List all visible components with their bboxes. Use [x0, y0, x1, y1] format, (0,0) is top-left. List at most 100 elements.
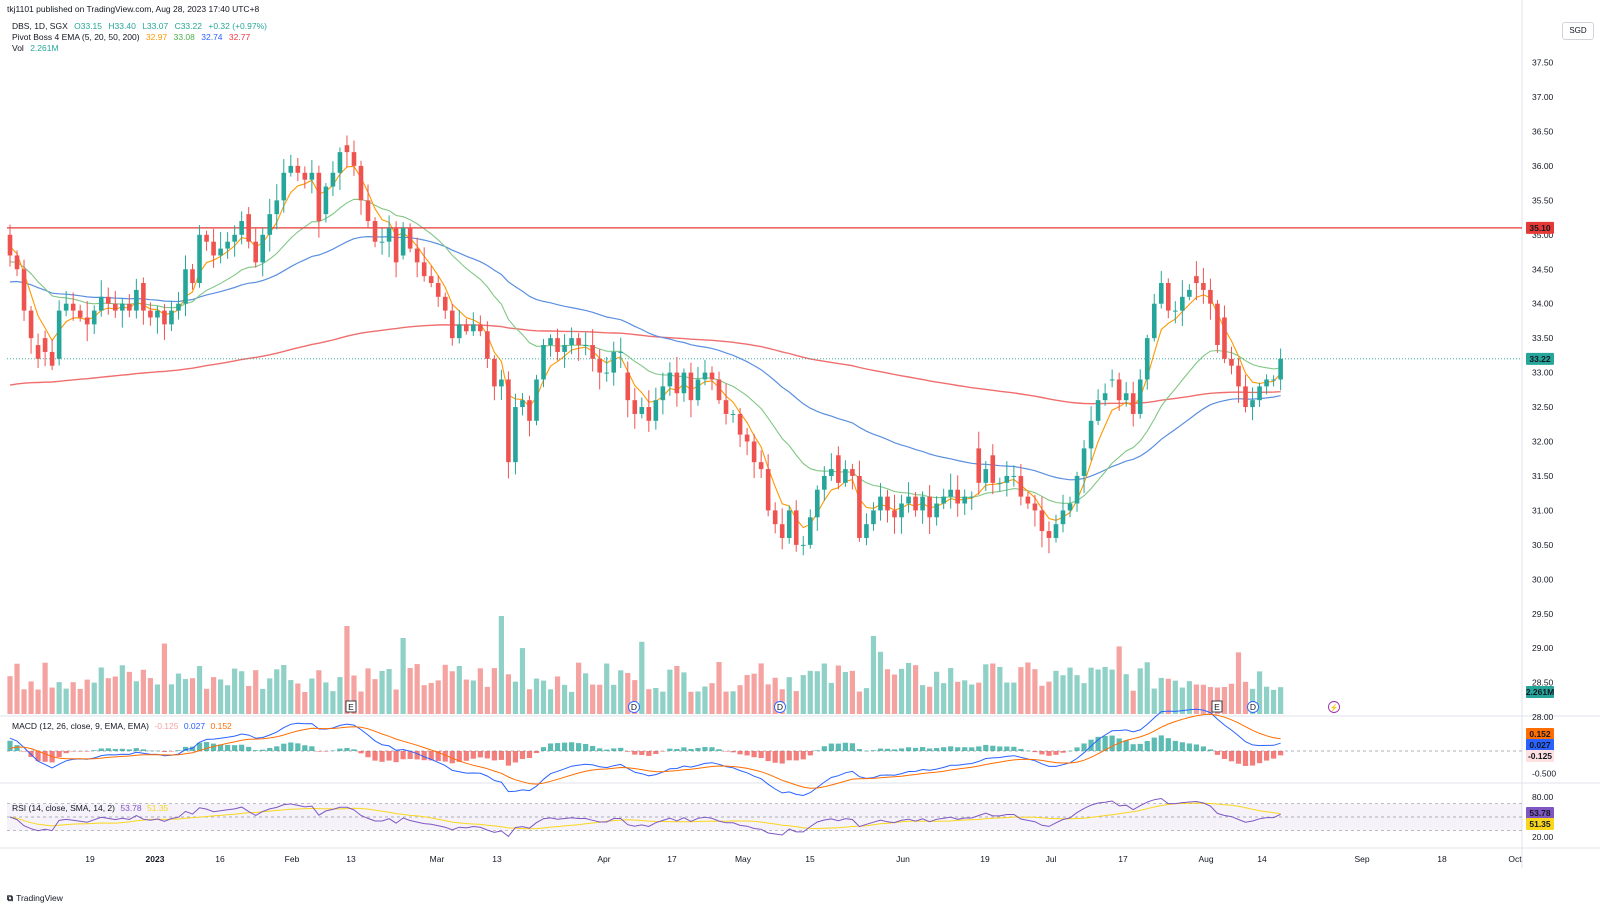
time-axis[interactable]: 19 2023 16 Feb 13 Mar 13 Apr 17 May 15 Jun 19 Jul 17 Au…: [85, 854, 1522, 864]
candle: [393, 221, 399, 278]
price-tick-label: 31.00: [1532, 505, 1554, 515]
macd-histogram-bar: [112, 748, 118, 751]
volume-bar: [470, 680, 476, 714]
macd-legend[interactable]: MACD (12, 26, close, 9, EMA, EMA) -0.125…: [12, 721, 235, 731]
candle-body: [274, 200, 280, 215]
candle: [934, 496, 939, 526]
time-tick-label: May: [735, 854, 752, 864]
candle: [941, 488, 946, 510]
volume-legend[interactable]: Vol 2.261M: [12, 43, 63, 54]
candle-body: [1194, 276, 1199, 284]
ema50-line: [9, 235, 1281, 481]
earnings-icon: [345, 700, 357, 713]
macd-histogram-bar: [253, 750, 259, 751]
candle-body: [323, 186, 329, 215]
volume-bar: [828, 682, 834, 714]
volume-bar: [723, 691, 729, 714]
candle: [555, 328, 560, 361]
candle: [1250, 387, 1255, 421]
volume-bar: [576, 662, 582, 714]
time-tick-label: Jun: [896, 854, 910, 864]
candle-body: [281, 172, 287, 201]
candle-body: [829, 469, 834, 476]
macd-histogram-bar: [807, 751, 813, 756]
macd-histogram-bar: [983, 744, 989, 751]
candle: [372, 217, 378, 248]
candle: [751, 433, 757, 479]
candle: [618, 337, 624, 368]
ema-label[interactable]: Pivot Boss 4 EMA (5, 20, 50, 200): [12, 32, 140, 42]
tradingview-brand[interactable]: ⧉ TradingView: [7, 893, 63, 904]
volume-bar: [288, 680, 294, 714]
dividend-marker: D: [774, 701, 786, 713]
symbol-legend[interactable]: DBS, 1D, SGX O33.15 H33.40 L33.07 C33.22…: [12, 21, 271, 32]
volume-bar: [800, 675, 806, 714]
macd-label[interactable]: MACD (12, 26, close, 9, EMA, EMA): [12, 721, 149, 731]
candle: [1194, 261, 1199, 301]
candle: [864, 513, 869, 546]
candle: [1144, 334, 1150, 390]
candle: [1095, 389, 1101, 425]
macd-histogram-bar: [505, 751, 512, 766]
ema20-value: 33.08: [173, 32, 195, 42]
candle-body: [920, 496, 925, 511]
macd-histogram-bar: [898, 748, 905, 751]
symbol-name[interactable]: DBS, 1D, SGX: [12, 21, 68, 31]
candle-body: [822, 475, 827, 490]
macd-histogram-bar: [611, 748, 617, 751]
macd-histogram-bar: [316, 751, 322, 752]
candle: [1123, 381, 1129, 407]
dividend-marker: D: [628, 701, 640, 713]
candle: [162, 303, 167, 340]
candle: [709, 366, 715, 391]
candle-body: [569, 338, 574, 346]
macd-histogram-bar: [800, 751, 806, 760]
rsi-label[interactable]: RSI (14, close, SMA, 14, 2): [12, 803, 115, 813]
candle-body: [1264, 379, 1269, 387]
candle: [723, 383, 729, 425]
volume-bar: [1018, 667, 1024, 714]
candle-body: [1046, 531, 1052, 538]
vol-label[interactable]: Vol: [12, 43, 24, 53]
candle-body: [1053, 524, 1059, 538]
macd-histogram-bar: [203, 742, 210, 751]
candle-body: [1144, 338, 1150, 380]
event-markers[interactable]: E D D E D ⚡: [345, 700, 1340, 713]
candle: [1166, 278, 1171, 319]
macd-histogram-bar: [1179, 742, 1185, 751]
candle-body: [871, 510, 876, 525]
volume-bar: [997, 666, 1003, 714]
rsi-legend[interactable]: RSI (14, close, SMA, 14, 2) 53.78 51.35: [12, 803, 171, 813]
candle: [1151, 293, 1157, 342]
candle-body: [1039, 510, 1045, 532]
volume-bar: [1256, 671, 1263, 714]
volume-bar: [260, 688, 266, 714]
volume-bar: [1193, 684, 1199, 714]
candle-body: [1222, 317, 1227, 359]
macd-histogram-bar: [175, 750, 182, 751]
macd-histogram-bar: [309, 746, 315, 751]
price-tick-label: 29.00: [1532, 643, 1554, 653]
candle-body: [716, 379, 722, 401]
macd-histogram-bar: [990, 745, 996, 751]
macd-hist-tag-text: -0.125: [1528, 751, 1552, 761]
volume-bar: [1228, 683, 1235, 714]
candle: [681, 368, 687, 402]
currency-button[interactable]: SGD: [1562, 22, 1594, 40]
volume-bar: [42, 662, 48, 714]
macd-histogram-bar: [723, 751, 729, 752]
candle: [435, 275, 441, 307]
macd-histogram-bar: [1130, 744, 1136, 751]
volume-bar: [639, 641, 645, 714]
candle: [765, 454, 771, 517]
candle: [611, 341, 617, 386]
ema-legend[interactable]: Pivot Boss 4 EMA (5, 20, 50, 200) 32.97 …: [12, 32, 254, 43]
volume-bar: [920, 685, 926, 714]
candle: [274, 184, 280, 230]
macd-histogram-bar: [70, 751, 76, 752]
change-value: +0.32 (+0.97%): [208, 21, 267, 31]
volume-bar: [1144, 662, 1150, 714]
volume-tag: 2.261M: [1526, 686, 1554, 698]
macd-histogram-bar: [77, 751, 83, 752]
